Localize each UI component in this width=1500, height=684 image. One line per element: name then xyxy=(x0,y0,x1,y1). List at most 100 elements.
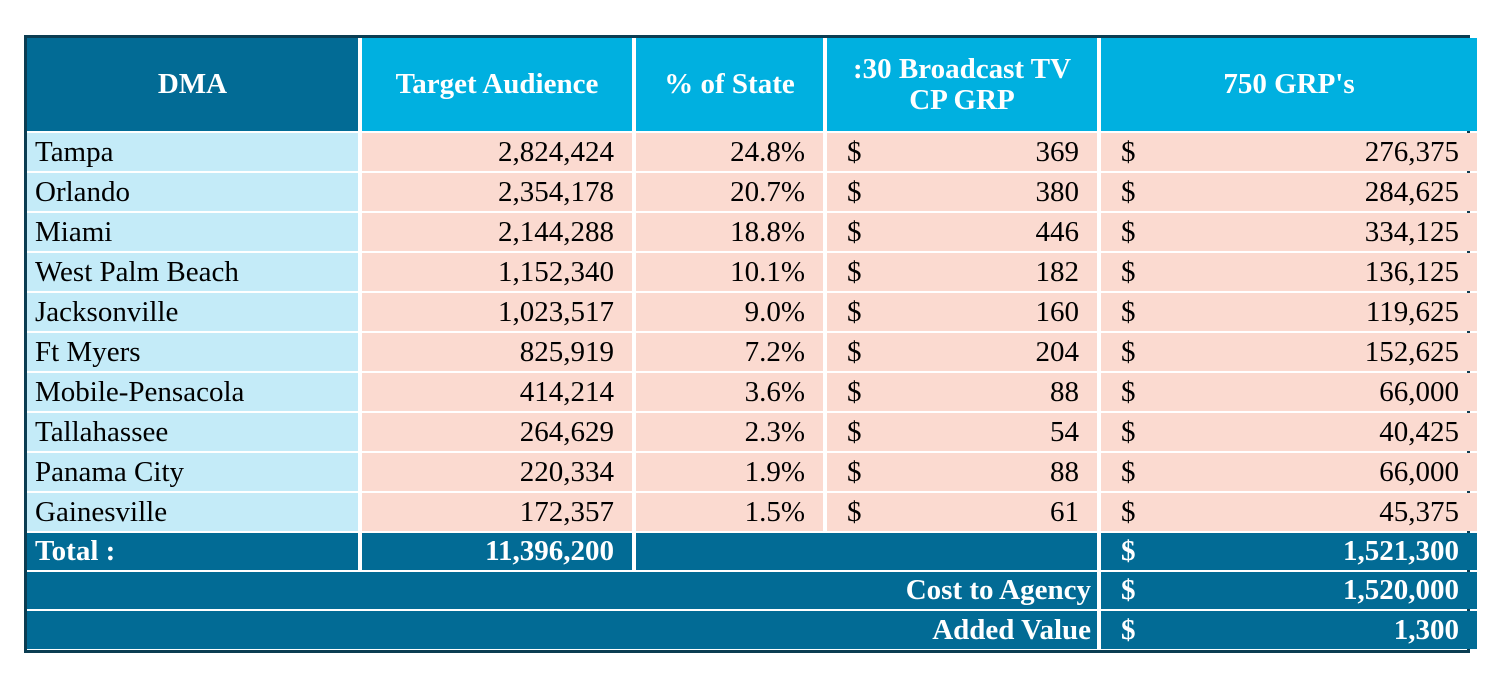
cp-grp-cell-value: 160 xyxy=(1035,295,1080,328)
cp-grp-cell: $61 xyxy=(827,493,1097,531)
currency-symbol: $ xyxy=(1121,535,1136,567)
cp-grp-cell-value: 88 xyxy=(1050,455,1079,488)
dma-name: Mobile-Pensacola xyxy=(27,373,358,411)
cost-to-agency-value: 1,520,000 xyxy=(1343,574,1459,606)
dma-name: Miami xyxy=(27,213,358,251)
grp-cost-cell: $152,625 xyxy=(1101,333,1477,371)
pct-of-state-value: 10.1% xyxy=(636,253,823,291)
dma-name: West Palm Beach xyxy=(27,253,358,291)
added-value: $1,300 xyxy=(1101,611,1477,649)
added-value-value: 1,300 xyxy=(1393,613,1459,646)
currency-symbol: $ xyxy=(847,415,862,448)
pct-of-state-value: 18.8% xyxy=(636,213,823,251)
currency-symbol: $ xyxy=(1121,574,1136,606)
cp-grp-cell: $204 xyxy=(827,333,1097,371)
currency-symbol: $ xyxy=(1121,375,1136,408)
cp-grp-cell-value: 204 xyxy=(1035,335,1080,368)
cp-grp-cell: $446 xyxy=(827,213,1097,251)
target-audience-value: 2,824,424 xyxy=(362,133,632,171)
currency-symbol: $ xyxy=(847,135,862,168)
grp-cost-cell: $334,125 xyxy=(1101,213,1477,251)
cp-grp-cell: $369 xyxy=(827,133,1097,171)
target-audience-value: 414,214 xyxy=(362,373,632,411)
cp-grp-cell-value: 88 xyxy=(1050,375,1079,408)
header-dma: DMA xyxy=(27,38,358,131)
dma-name: Tampa xyxy=(27,133,358,171)
cost-to-agency: $1,520,000 xyxy=(1101,572,1477,609)
target-audience-value: 264,629 xyxy=(362,413,632,451)
currency-symbol: $ xyxy=(847,495,862,528)
cp-grp-cell: $160 xyxy=(827,293,1097,331)
dma-name: Ft Myers xyxy=(27,333,358,371)
cp-grp-cell: $54 xyxy=(827,413,1097,451)
grp-cost-cell-value: 40,425 xyxy=(1379,415,1459,448)
grp-cost-cell-value: 276,375 xyxy=(1364,135,1459,168)
cp-grp-cell-value: 182 xyxy=(1035,255,1080,288)
grp-cost-cell: $40,425 xyxy=(1101,413,1477,451)
grp-cost-cell-value: 284,625 xyxy=(1364,175,1459,208)
target-audience-value: 172,357 xyxy=(362,493,632,531)
grp-cost-cell: $66,000 xyxy=(1101,453,1477,491)
header-target-audience: Target Audience xyxy=(362,38,632,131)
target-audience-value: 825,919 xyxy=(362,333,632,371)
dma-name: Orlando xyxy=(27,173,358,211)
dma-name: Panama City xyxy=(27,453,358,491)
target-audience-value: 1,023,517 xyxy=(362,293,632,331)
pct-of-state-value: 1.5% xyxy=(636,493,823,531)
grp-cost-cell-value: 152,625 xyxy=(1364,335,1459,368)
cp-grp-cell-value: 54 xyxy=(1050,415,1079,448)
currency-symbol: $ xyxy=(847,455,862,488)
currency-symbol: $ xyxy=(1121,215,1136,248)
cp-grp-cell-value: 446 xyxy=(1035,215,1080,248)
cp-grp-cell: $182 xyxy=(827,253,1097,291)
pct-of-state-value: 20.7% xyxy=(636,173,823,211)
currency-symbol: $ xyxy=(1121,135,1136,168)
currency-symbol: $ xyxy=(1121,255,1136,288)
grp-cost-cell-value: 45,375 xyxy=(1379,495,1459,528)
added-value-label: Added Value xyxy=(27,611,1097,649)
header-grps: 750 GRP's xyxy=(1101,38,1477,131)
grp-cost-cell: $66,000 xyxy=(1101,373,1477,411)
pct-of-state-value: 3.6% xyxy=(636,373,823,411)
grp-table: DMA Target Audience % of State :30 Broad… xyxy=(27,38,1477,650)
grp-table-frame: DMA Target Audience % of State :30 Broad… xyxy=(24,35,1477,653)
dma-name: Gainesville xyxy=(27,493,358,531)
header-pct-of-state: % of State xyxy=(636,38,823,131)
currency-symbol: $ xyxy=(1121,455,1136,488)
currency-symbol: $ xyxy=(1121,613,1136,646)
header-cp-grp: :30 Broadcast TV CP GRP xyxy=(827,38,1097,131)
grp-cost-cell-value: 119,625 xyxy=(1365,295,1459,328)
currency-symbol: $ xyxy=(1121,415,1136,448)
currency-symbol: $ xyxy=(1121,295,1136,328)
pct-of-state-value: 1.9% xyxy=(636,453,823,491)
grp-cost-cell: $119,625 xyxy=(1101,293,1477,331)
currency-symbol: $ xyxy=(847,375,862,408)
cp-grp-cell: $88 xyxy=(827,373,1097,411)
pct-of-state-value: 7.2% xyxy=(636,333,823,371)
total-grp-cost-value: 1,521,300 xyxy=(1343,535,1459,567)
total-blank xyxy=(636,533,1097,570)
currency-symbol: $ xyxy=(847,295,862,328)
target-audience-value: 2,144,288 xyxy=(362,213,632,251)
header-cp-grp-line1: :30 Broadcast TV xyxy=(852,52,1072,85)
cp-grp-cell-value: 380 xyxy=(1035,175,1080,208)
grp-cost-cell: $136,125 xyxy=(1101,253,1477,291)
grp-cost-cell-value: 66,000 xyxy=(1379,375,1459,408)
target-audience-value: 2,354,178 xyxy=(362,173,632,211)
header-cp-grp-line2: CP GRP xyxy=(909,83,1015,116)
cost-to-agency-label: Cost to Agency xyxy=(27,572,1097,609)
dma-name: Jacksonville xyxy=(27,293,358,331)
pct-of-state-value: 2.3% xyxy=(636,413,823,451)
cp-grp-cell-value: 369 xyxy=(1035,135,1080,168)
grp-cost-cell: $45,375 xyxy=(1101,493,1477,531)
target-audience-value: 220,334 xyxy=(362,453,632,491)
pct-of-state-value: 24.8% xyxy=(636,133,823,171)
total-target-audience: 11,396,200 xyxy=(362,533,632,570)
currency-symbol: $ xyxy=(847,255,862,288)
grp-cost-cell: $276,375 xyxy=(1101,133,1477,171)
currency-symbol: $ xyxy=(1121,335,1136,368)
currency-symbol: $ xyxy=(847,215,862,248)
currency-symbol: $ xyxy=(847,175,862,208)
total-label: Total : xyxy=(27,533,358,570)
currency-symbol: $ xyxy=(1121,495,1136,528)
